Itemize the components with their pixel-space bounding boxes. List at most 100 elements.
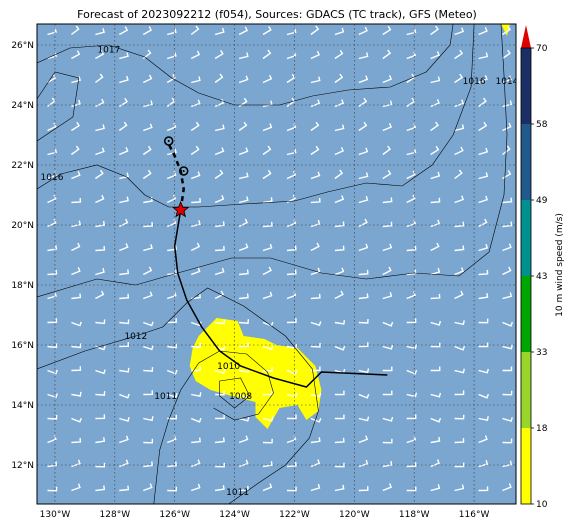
wind-barb	[166, 393, 178, 398]
wind-barb	[334, 124, 345, 132]
wind-barb	[382, 366, 393, 372]
wind-barb	[334, 345, 346, 351]
wind-barb	[406, 392, 418, 398]
wind-barb	[430, 392, 442, 398]
wind-barb	[430, 99, 440, 108]
wind-barb	[119, 417, 130, 422]
lat-tick-label: 22°N	[11, 161, 34, 171]
lon-tick-label: 118°W	[399, 510, 430, 520]
wind-barb	[406, 245, 417, 252]
wind-barb	[334, 169, 344, 180]
lon-tick-label: 126°W	[159, 510, 190, 520]
wind-barb	[430, 121, 439, 132]
wind-barb	[119, 367, 130, 373]
wind-barb	[190, 171, 201, 180]
colorbar-tick-label: 18	[536, 424, 548, 434]
wind-barb	[502, 49, 511, 60]
wind-barb	[214, 485, 225, 492]
wind-barb	[71, 50, 81, 60]
wind-barb	[191, 366, 201, 372]
wind-barb	[47, 343, 58, 349]
wind-barb	[478, 195, 488, 204]
wind-barb	[430, 197, 441, 204]
wind-barb	[358, 486, 369, 492]
forecast-track	[167, 141, 185, 211]
isobar-label: 1016	[41, 173, 64, 183]
wind-barb	[119, 393, 130, 399]
wind-barb	[70, 145, 80, 156]
wind-barb	[191, 392, 202, 398]
wind-barb	[71, 267, 81, 276]
wind-barb	[47, 244, 58, 252]
wind-barb	[143, 390, 154, 396]
wind-barb	[119, 459, 129, 468]
wind-barb	[239, 293, 249, 300]
wind-barb	[478, 342, 489, 348]
wind-barb	[167, 486, 178, 492]
wind-barb	[239, 319, 250, 324]
wind-barb	[454, 73, 464, 84]
wind-barb	[454, 99, 464, 108]
wind-barb	[334, 390, 345, 396]
isobar-label: 1011	[154, 392, 177, 402]
wind-barb	[47, 461, 58, 468]
wind-barb	[454, 267, 464, 276]
wind-barb	[262, 345, 274, 351]
wind-barb	[214, 98, 225, 108]
wind-barb	[191, 293, 201, 300]
wind-barb	[478, 435, 488, 444]
colorbar-extend-arrow	[521, 25, 531, 48]
ocean-background	[37, 24, 516, 504]
wind-barb	[382, 460, 393, 468]
wind-barb	[70, 25, 80, 36]
wind-barb	[334, 462, 345, 468]
wind-barb	[71, 391, 82, 397]
wind-barb	[454, 390, 465, 396]
wind-barb	[310, 459, 321, 468]
wind-barb	[430, 436, 441, 444]
wind-barb	[382, 75, 393, 84]
wind-barb	[95, 169, 104, 180]
wind-barb	[310, 145, 320, 156]
wind-barb	[478, 243, 489, 252]
wind-barb	[143, 100, 153, 108]
wind-barb	[214, 124, 225, 132]
wind-barb	[214, 195, 225, 204]
wind-barb	[119, 293, 130, 300]
wind-barb	[454, 414, 465, 420]
wind-barb	[47, 369, 58, 375]
isobar-label: 1008	[229, 392, 252, 402]
wind-barb	[334, 245, 345, 252]
wind-barb	[215, 437, 225, 444]
wind-barb	[95, 391, 106, 396]
lon-tick-label: 116°W	[459, 510, 490, 520]
wind-barb	[334, 99, 345, 108]
wind-barb	[167, 245, 178, 252]
wind-barb	[430, 484, 441, 492]
wind-barb	[454, 438, 465, 444]
wind-barb	[478, 75, 488, 84]
wind-barb	[406, 369, 418, 375]
wind-barb	[382, 416, 394, 422]
isobar-labels: 1017 1016 1016 1014 1012 1011 1010 1008 1011	[41, 46, 516, 499]
wind-barb	[214, 73, 224, 84]
wind-barb	[406, 462, 417, 468]
wind-barb	[430, 267, 441, 276]
storm-wind-area	[189, 318, 322, 429]
isobar-label: 1016	[463, 77, 486, 87]
wind-barb	[47, 318, 58, 324]
colorbar-tick-label: 43	[536, 272, 547, 282]
wind-barb	[454, 245, 465, 252]
wind-barb	[310, 99, 321, 108]
wind-barb	[214, 290, 225, 300]
wind-barb	[310, 50, 321, 60]
wind-barb	[119, 485, 130, 492]
lon-tick-label: 128°W	[100, 510, 131, 520]
colorbar-segment	[521, 428, 531, 504]
wind-barb	[95, 28, 105, 36]
wind-barb	[334, 437, 345, 444]
wind-barb	[382, 25, 392, 36]
wind-barb	[238, 435, 249, 444]
wind-barb	[502, 483, 512, 492]
